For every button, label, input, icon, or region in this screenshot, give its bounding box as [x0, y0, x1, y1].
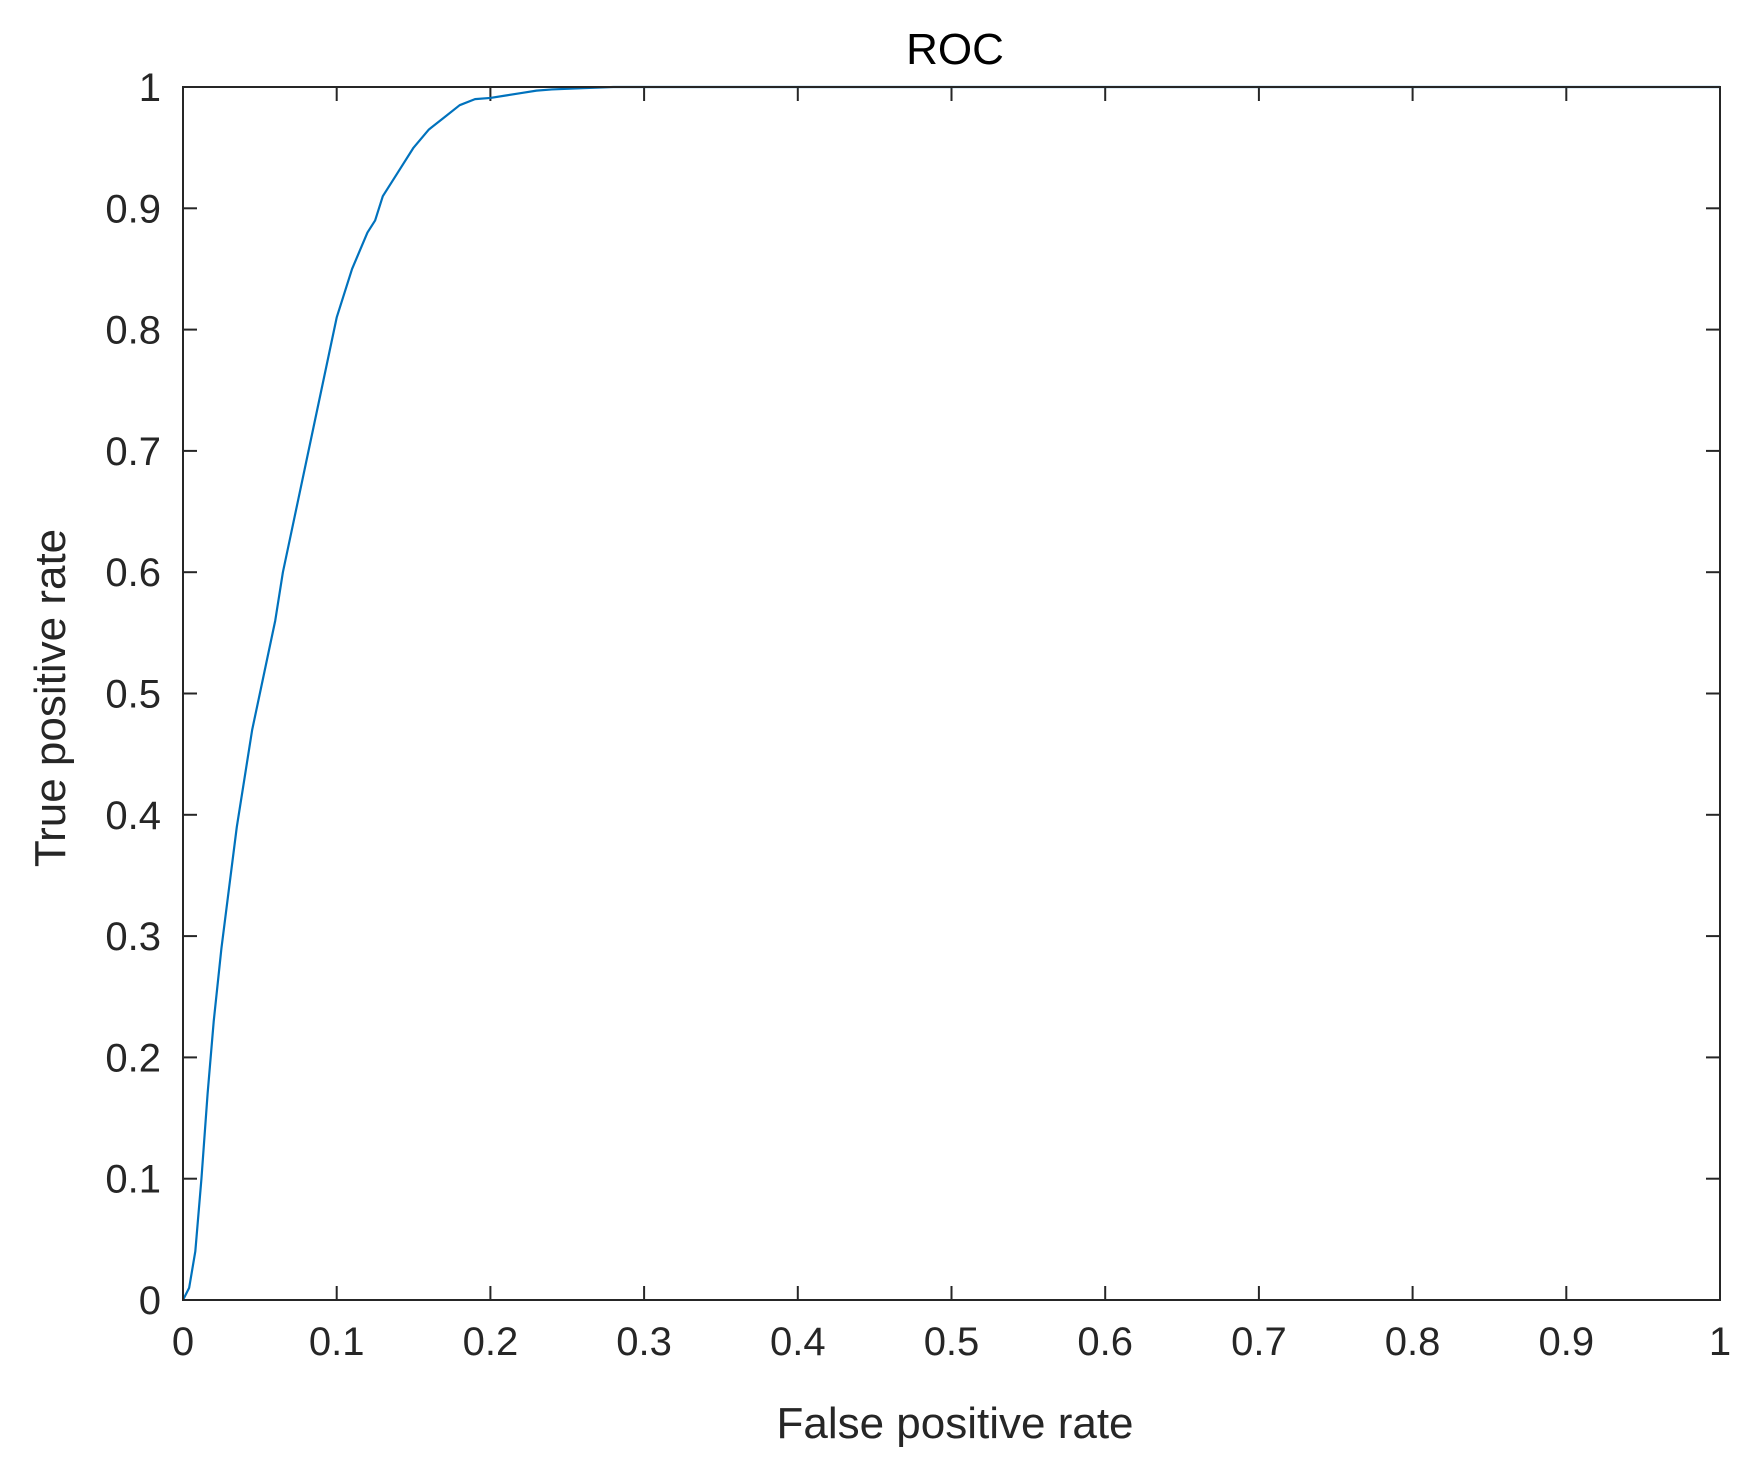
x-tick-label: 0.8 [1385, 1320, 1441, 1364]
y-tick-label: 0 [139, 1279, 161, 1323]
x-tick-label: 0.4 [770, 1320, 826, 1364]
y-tick-label: 0.2 [105, 1036, 161, 1080]
y-tick-label: 0.5 [105, 673, 161, 717]
x-tick-label: 0.7 [1231, 1320, 1287, 1364]
y-tick-label: 0.1 [105, 1158, 161, 1202]
y-tick-label: 0.7 [105, 430, 161, 474]
x-tick-label: 0.9 [1538, 1320, 1594, 1364]
x-tick-label: 0.1 [309, 1320, 365, 1364]
plot-frame [182, 86, 1721, 1301]
x-tick-label: 0.2 [463, 1320, 519, 1364]
x-tick-label: 1 [1709, 1320, 1731, 1364]
y-tick-label: 0.3 [105, 915, 161, 959]
y-tick-label: 0.6 [105, 551, 161, 595]
y-tick-label: 0.8 [105, 309, 161, 353]
x-tick-label: 0 [172, 1320, 194, 1364]
chart-title: ROC [906, 25, 1004, 74]
y-tick-label: 1 [139, 66, 161, 110]
y-axis-label: True positive rate [26, 529, 75, 867]
x-tick-label: 0.3 [616, 1320, 672, 1364]
plot-series [182, 85, 1720, 1301]
roc-curve-line [182, 85, 1720, 1301]
y-tick-label: 0.9 [105, 187, 161, 231]
axis-ticks [182, 86, 1721, 1301]
tick-labels: 0 0.1 0.2 0.3 0.4 0.5 0.6 0.7 0.8 0.9 1 0 0.1 0.2 0.3 0… [105, 66, 1731, 1364]
x-axis-label: False positive rate [776, 1399, 1133, 1448]
x-tick-label: 0.6 [1077, 1320, 1133, 1364]
x-tick-label: 0.5 [924, 1320, 980, 1364]
y-tick-label: 0.4 [105, 794, 161, 838]
